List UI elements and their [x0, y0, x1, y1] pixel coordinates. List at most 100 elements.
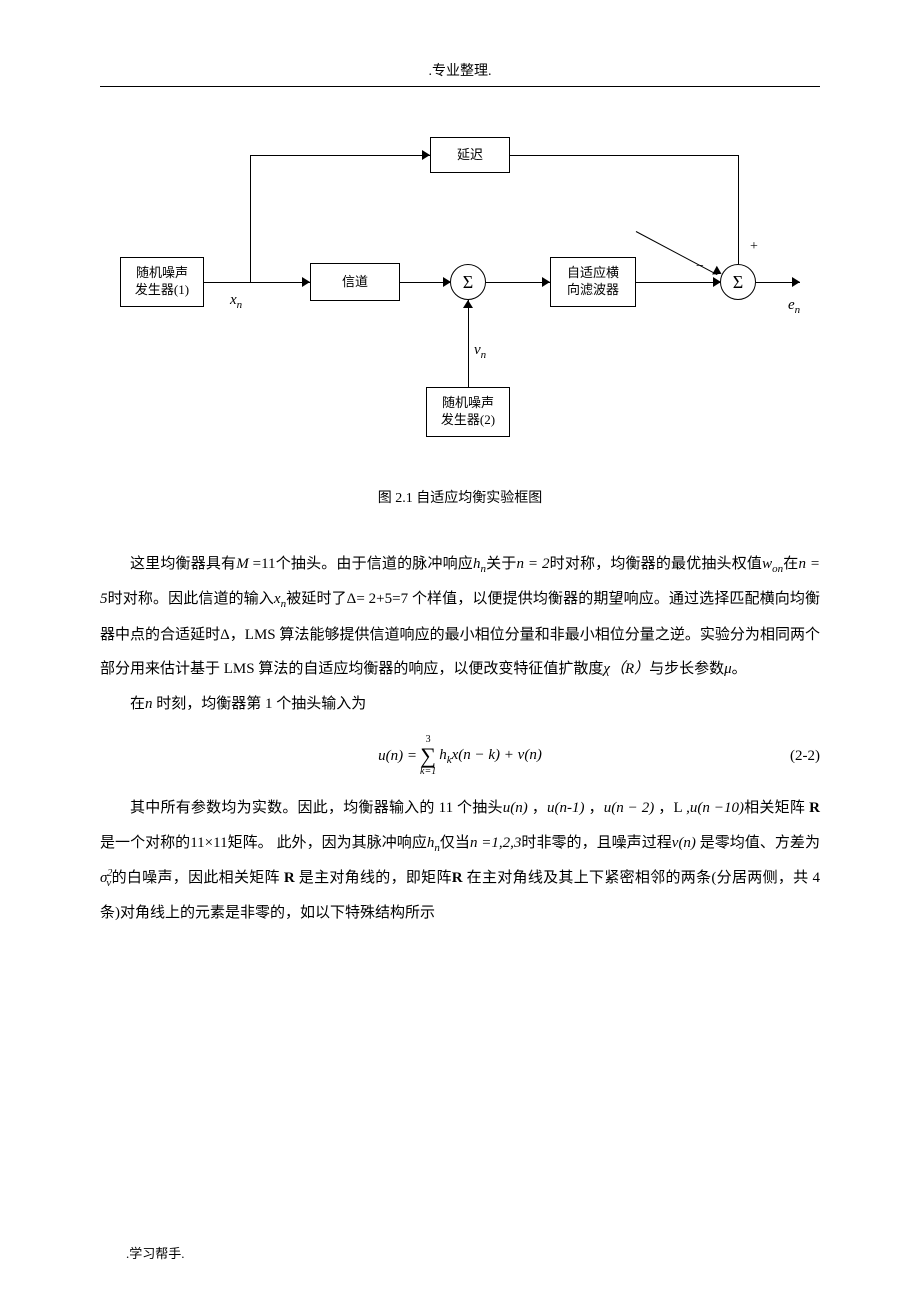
p3t4: 矩阵。 此外，因为其脉冲响应 [228, 835, 427, 851]
p2t1: 在 [130, 696, 145, 712]
p1t5: 在 [783, 556, 798, 572]
sumbot: k=1 [420, 767, 436, 777]
p3un: u(n) [503, 800, 528, 816]
sum1: Σ [450, 264, 486, 300]
wire [250, 155, 251, 283]
wire [636, 231, 718, 275]
p3t5: 仅当 [440, 835, 470, 851]
node-delay: 延迟 [430, 137, 510, 173]
p3t3: 是一个对称的 [100, 835, 190, 851]
equation-2-2: u(n) = 3 ∑ k=1 hkx(n − k) + v(n) (2-2) [100, 735, 820, 777]
paragraph-1: 这里均衡器具有M =11个抽头。由于信道的脉冲响应hn关于n = 2时对称，均衡… [100, 547, 820, 687]
p3-hn: hn [427, 835, 440, 851]
wire [486, 282, 550, 283]
label-vn: vn [474, 342, 486, 361]
p3t9: 是主对角线的，即矩阵 [295, 870, 452, 886]
p1t4: 时对称，均衡器的最优抽头权值 [549, 556, 762, 572]
p1mu: μ [724, 661, 732, 677]
p1wons: on [772, 563, 783, 575]
xn-v: x [230, 292, 237, 308]
page-header: .专业整理. [100, 60, 820, 87]
page-footer: .学习帮手. [100, 1243, 185, 1262]
p3n123: n =1,2,3 [470, 835, 521, 851]
p1t8: 与步长参数 [649, 661, 724, 677]
wire [510, 155, 738, 156]
rng1-l2: 发生器(1) [135, 282, 189, 299]
p3t1: 其中所有参数均为实数。因此，均衡器输入的 11 个抽头 [130, 800, 503, 816]
label-en: en [788, 297, 800, 316]
sum2-sigma: Σ [733, 272, 743, 293]
p3-sigv: σ2v [100, 870, 111, 886]
en-s: n [795, 304, 801, 316]
sum2: Σ [720, 264, 756, 300]
arrowhead [713, 277, 721, 287]
arrowhead [792, 277, 800, 287]
p1wonv: w [762, 556, 772, 572]
arrowhead [302, 277, 310, 287]
p3t6: 时非零的，且噪声过程 [521, 835, 671, 851]
p1t2: 个抽头。由于信道的脉冲响应 [276, 556, 473, 572]
p3t7: 是零均值、方差为 [696, 835, 820, 851]
rng2-l2: 发生器(2) [441, 412, 495, 429]
sign-plus: + [750, 239, 758, 255]
label-xn: xn [230, 292, 242, 311]
p1n2: n = 2 [517, 556, 550, 572]
p3un10: u(n −10) [690, 800, 744, 816]
p1-xn: xn [274, 591, 286, 607]
node-rng1: 随机噪声 发生器(1) [120, 257, 204, 307]
p2t2: 时刻，均衡器第 1 个抽头输入为 [153, 696, 367, 712]
p3t2: 相关矩阵 [744, 800, 809, 816]
sum1-sigma: Σ [463, 272, 473, 293]
p3R3: R [452, 870, 463, 886]
rng2-l1: 随机噪声 [442, 395, 494, 412]
p1-eq11: =11 [249, 556, 276, 572]
filter-l1: 自适应横 [567, 265, 619, 282]
sum-sigma: ∑ [420, 745, 436, 767]
figure-caption: 图 2.1 自适应均衡实验框图 [100, 487, 820, 507]
wire [204, 282, 310, 283]
vn-v: v [474, 342, 481, 358]
vn-s: n [481, 349, 487, 361]
p1t3: 关于 [486, 556, 517, 572]
p3L: L , [674, 800, 690, 816]
wire [636, 282, 720, 283]
eq-rhs: hkx(n − k) + v(n) [439, 747, 542, 766]
p3d11: 11×11 [190, 835, 227, 851]
paragraph-3: 其中所有参数均为实数。因此，均衡器输入的 11 个抽头u(n) ，u(n-1) … [100, 791, 820, 931]
p2n: n [145, 696, 153, 712]
p3R: R [809, 800, 820, 816]
arrowhead [542, 277, 550, 287]
equation-number: (2-2) [790, 748, 820, 765]
p3c2: ， [584, 800, 603, 816]
block-diagram: 随机噪声 发生器(1) 信道 延迟 Σ 自适应横 向滤波器 Σ 随机噪声 发生器… [100, 127, 820, 467]
arrowhead [463, 300, 473, 308]
p1t6: 时对称。因此信道的输入 [108, 591, 274, 607]
wire [468, 300, 469, 387]
node-rng2: 随机噪声 发生器(2) [426, 387, 510, 437]
p3vn: v(n) [672, 835, 696, 851]
p3t8: 的白噪声，因此相关矩阵 [111, 870, 284, 886]
xn-s: n [237, 299, 243, 311]
eqrhs2: x(n − k) + v(n) [452, 747, 542, 763]
wire [738, 155, 739, 264]
p1t1: 这里均衡器具有 [130, 556, 236, 572]
eqrhs: h [439, 747, 447, 763]
p1chiR: χ（R） [603, 661, 649, 677]
paragraph-2: 在n 时刻，均衡器第 1 个抽头输入为 [100, 687, 820, 722]
rng1-l1: 随机噪声 [136, 265, 188, 282]
p3un2: u(n − 2) [604, 800, 655, 816]
p3un1: u(n-1) [547, 800, 585, 816]
en-v: e [788, 297, 795, 313]
eq-lhs: u(n) = [378, 748, 417, 765]
p1xnv: x [274, 591, 281, 607]
p3c1: ， [528, 800, 547, 816]
arrowhead [443, 277, 451, 287]
sum-operator: 3 ∑ k=1 [420, 735, 436, 777]
p3c3: ， [654, 800, 673, 816]
delay-lbl: 延迟 [457, 147, 483, 164]
p1t9: 。 [732, 661, 747, 677]
channel-lbl: 信道 [342, 274, 368, 291]
filter-l2: 向滤波器 [567, 282, 619, 299]
wire [250, 155, 430, 156]
p1-won: won [762, 556, 783, 572]
